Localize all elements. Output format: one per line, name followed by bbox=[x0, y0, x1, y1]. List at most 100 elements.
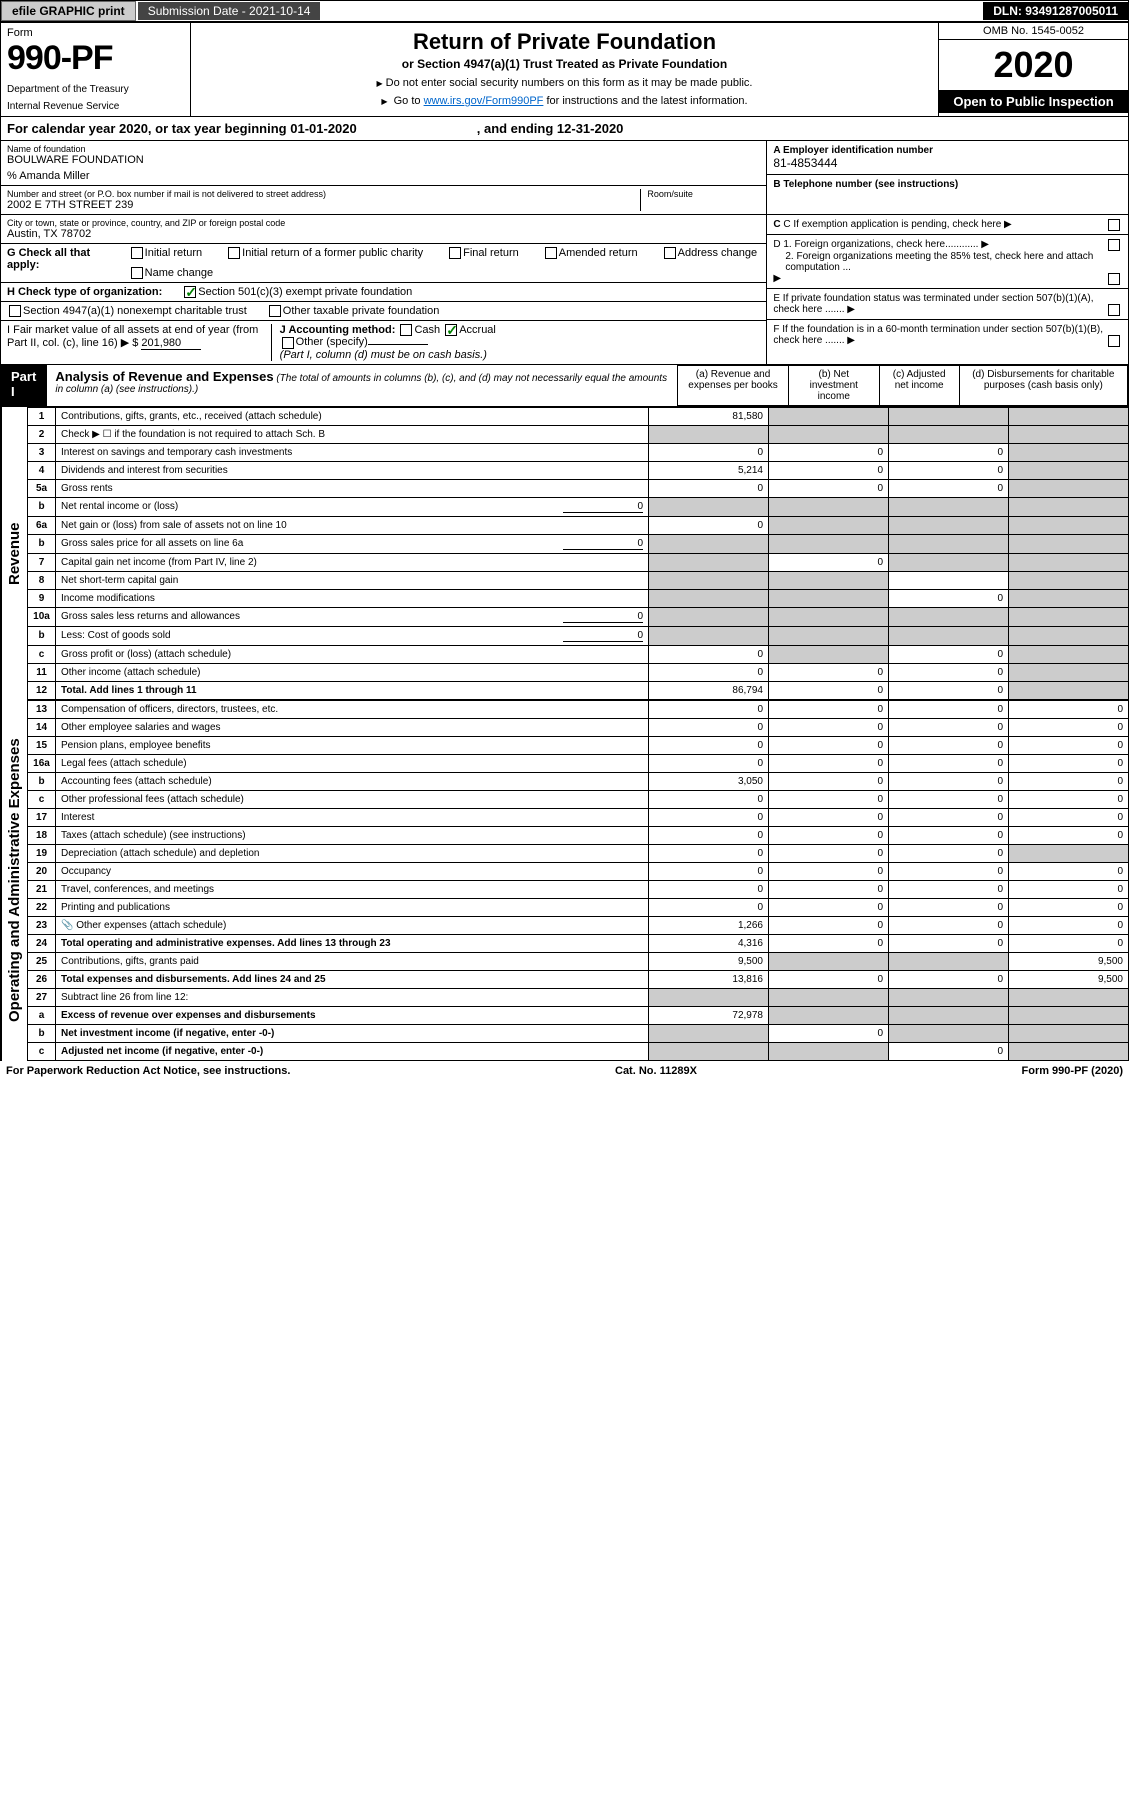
cell: 0 bbox=[889, 736, 1009, 754]
pra-notice: For Paperwork Reduction Act Notice, see … bbox=[6, 1065, 290, 1077]
line-num: 18 bbox=[28, 826, 56, 844]
inspection: Open to Public Inspection bbox=[939, 90, 1128, 113]
cell: 0 bbox=[769, 718, 889, 736]
ck-final[interactable] bbox=[449, 247, 461, 259]
cell: 0 bbox=[649, 754, 769, 772]
ck-c[interactable] bbox=[1108, 219, 1120, 231]
cell: 0 bbox=[1009, 916, 1129, 934]
cell: 0 bbox=[889, 970, 1009, 988]
cell bbox=[1009, 626, 1129, 645]
ck-e[interactable] bbox=[1108, 304, 1120, 316]
line-num: 17 bbox=[28, 808, 56, 826]
ck-initial-public[interactable] bbox=[228, 247, 240, 259]
cell: 0 bbox=[889, 589, 1009, 607]
line-desc: Check ▶ ☐ if the foundation is not requi… bbox=[56, 425, 649, 443]
cell: 0 bbox=[889, 443, 1009, 461]
cell: 0 bbox=[1009, 736, 1129, 754]
h-row2: Section 4947(a)(1) nonexempt charitable … bbox=[1, 302, 766, 321]
ck-address[interactable] bbox=[664, 247, 676, 259]
ck-f[interactable] bbox=[1108, 335, 1120, 347]
line-num: b bbox=[28, 772, 56, 790]
line-num: 14 bbox=[28, 718, 56, 736]
line-desc: Net short-term capital gain bbox=[56, 571, 649, 589]
cell bbox=[649, 534, 769, 553]
ck-4947[interactable] bbox=[9, 305, 21, 317]
cell: 0 bbox=[649, 479, 769, 497]
cell: 0 bbox=[769, 826, 889, 844]
part1-hdr: Part I bbox=[1, 365, 47, 406]
cell bbox=[769, 1042, 889, 1060]
cell: 0 bbox=[769, 700, 889, 718]
cell: 0 bbox=[649, 516, 769, 534]
cell: 0 bbox=[649, 700, 769, 718]
line-desc: Other employee salaries and wages bbox=[56, 718, 649, 736]
cell: 0 bbox=[1009, 808, 1129, 826]
ck-name[interactable] bbox=[131, 267, 143, 279]
cell bbox=[769, 952, 889, 970]
line-desc: Gross rents bbox=[56, 479, 649, 497]
form-link[interactable]: www.irs.gov/Form990PF bbox=[424, 95, 544, 107]
line-num: 6a bbox=[28, 516, 56, 534]
cell: 72,978 bbox=[649, 1006, 769, 1024]
cell: 0 bbox=[1009, 772, 1129, 790]
cell: 0 bbox=[649, 663, 769, 681]
cell bbox=[649, 607, 769, 626]
ck-accrual[interactable] bbox=[445, 324, 457, 336]
ck-cash[interactable] bbox=[400, 324, 412, 336]
h-row: H Check type of organization: Section 50… bbox=[1, 283, 766, 302]
line-desc: Contributions, gifts, grants paid bbox=[56, 952, 649, 970]
ck-other-tax[interactable] bbox=[269, 305, 281, 317]
ck-other-acct[interactable] bbox=[282, 337, 294, 349]
line-desc: Excess of revenue over expenses and disb… bbox=[56, 1006, 649, 1024]
note1: Do not enter social security numbers on … bbox=[201, 77, 928, 89]
cell: 0 bbox=[889, 718, 1009, 736]
cell: 0 bbox=[889, 461, 1009, 479]
cell: 0 bbox=[769, 553, 889, 571]
cell bbox=[1009, 425, 1129, 443]
cell: 0 bbox=[889, 645, 1009, 663]
cell: 0 bbox=[649, 443, 769, 461]
cell: 9,500 bbox=[649, 952, 769, 970]
cell: 0 bbox=[769, 461, 889, 479]
cell: 0 bbox=[1009, 880, 1129, 898]
ck-initial[interactable] bbox=[131, 247, 143, 259]
cell bbox=[769, 589, 889, 607]
cell bbox=[889, 1006, 1009, 1024]
irs: Internal Revenue Service bbox=[7, 101, 184, 112]
cell: 9,500 bbox=[1009, 970, 1129, 988]
ck-501c3[interactable] bbox=[184, 286, 196, 298]
cell bbox=[1009, 497, 1129, 516]
dept: Department of the Treasury bbox=[7, 84, 184, 95]
line-desc: Legal fees (attach schedule) bbox=[56, 754, 649, 772]
cell bbox=[889, 516, 1009, 534]
city-cell: City or town, state or province, country… bbox=[1, 215, 766, 244]
form-label: Form bbox=[7, 27, 184, 39]
ck-d2[interactable] bbox=[1108, 273, 1120, 285]
line-desc: Subtract line 26 from line 12: bbox=[56, 988, 649, 1006]
part1-desc: Analysis of Revenue and Expenses (The to… bbox=[47, 365, 677, 406]
ck-d1[interactable] bbox=[1108, 239, 1120, 251]
form-number: 990-PF bbox=[7, 39, 184, 78]
cell: 0 bbox=[889, 934, 1009, 952]
cell bbox=[1009, 1042, 1129, 1060]
cell: 0 bbox=[769, 443, 889, 461]
line-desc: Gross sales less returns and allowances … bbox=[56, 607, 649, 626]
line-num: 22 bbox=[28, 898, 56, 916]
ck-amended[interactable] bbox=[545, 247, 557, 259]
cell: 0 bbox=[889, 772, 1009, 790]
cell bbox=[649, 1042, 769, 1060]
cell bbox=[769, 1006, 889, 1024]
cell: 0 bbox=[1009, 790, 1129, 808]
cell: 3,050 bbox=[649, 772, 769, 790]
cell bbox=[889, 497, 1009, 516]
cell bbox=[649, 497, 769, 516]
cell: 0 bbox=[889, 754, 1009, 772]
line-desc: Contributions, gifts, grants, etc., rece… bbox=[56, 407, 649, 425]
cell bbox=[1009, 534, 1129, 553]
tel-cell: B Telephone number (see instructions) bbox=[767, 175, 1128, 215]
line-desc: Other income (attach schedule) bbox=[56, 663, 649, 681]
efile-btn[interactable]: efile GRAPHIC print bbox=[1, 1, 136, 21]
cell bbox=[889, 988, 1009, 1006]
dln: DLN: 93491287005011 bbox=[983, 2, 1128, 20]
line-num: 8 bbox=[28, 571, 56, 589]
